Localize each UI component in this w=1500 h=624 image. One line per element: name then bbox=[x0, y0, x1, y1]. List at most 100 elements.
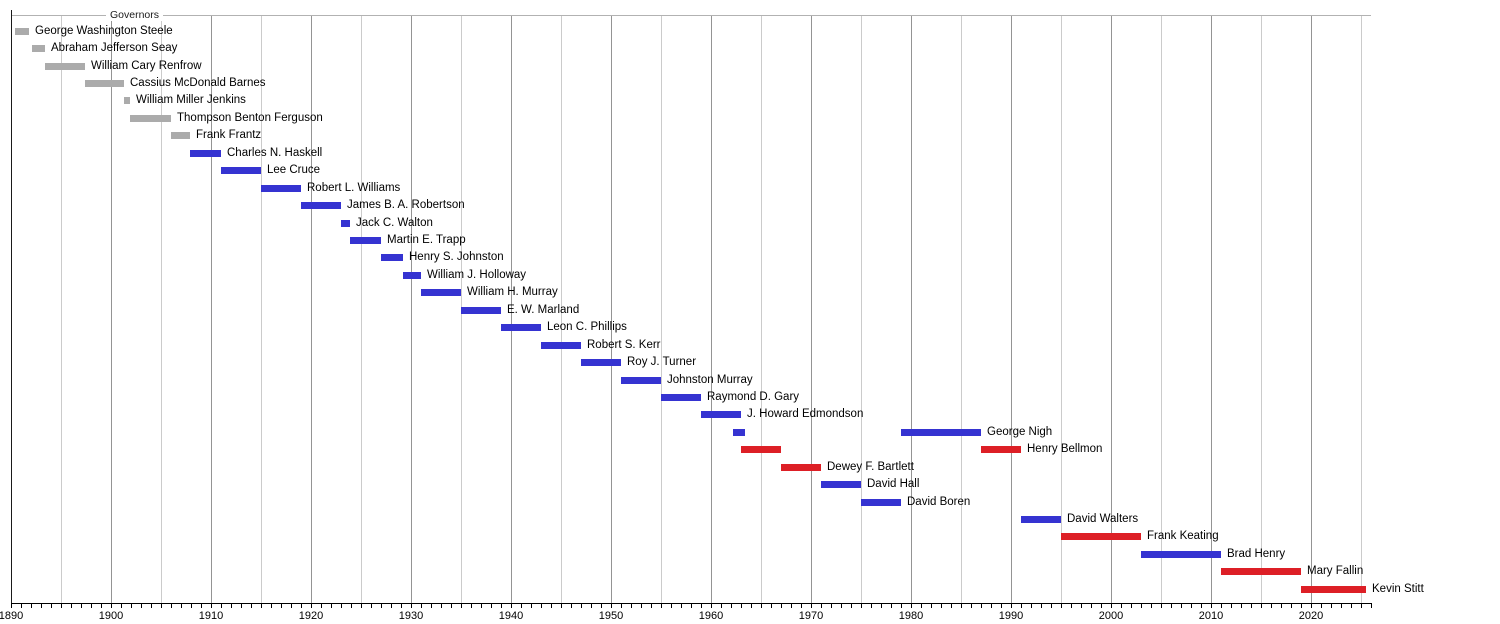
x-axis-tick bbox=[601, 604, 602, 608]
gridline bbox=[1211, 15, 1212, 603]
x-axis-tick bbox=[521, 604, 522, 608]
x-axis-tick bbox=[311, 604, 312, 608]
x-axis-tick bbox=[921, 604, 922, 608]
governor-name-label: James B. A. Robertson bbox=[347, 199, 465, 212]
x-axis-tick bbox=[251, 604, 252, 608]
x-axis-tick bbox=[551, 604, 552, 608]
governor-name-label: Brad Henry bbox=[1227, 547, 1286, 560]
x-axis-tick bbox=[631, 604, 632, 608]
x-axis-tick bbox=[91, 604, 92, 608]
x-axis-tick bbox=[731, 604, 732, 608]
x-axis-tick bbox=[1081, 604, 1082, 608]
governor-name-label: Robert L. Williams bbox=[307, 181, 401, 194]
gridline bbox=[761, 15, 762, 603]
governor-name-label: Robert S. Kerr bbox=[587, 338, 661, 351]
x-axis-tick bbox=[1131, 604, 1132, 608]
x-axis-tick bbox=[381, 604, 382, 608]
x-axis-tick bbox=[1101, 604, 1102, 608]
x-axis-tick bbox=[1071, 604, 1072, 608]
x-axis-tick bbox=[901, 604, 902, 608]
x-axis-tick bbox=[1221, 604, 1222, 608]
x-axis-tick bbox=[651, 604, 652, 608]
gridline bbox=[1311, 15, 1312, 603]
term-bar bbox=[190, 149, 221, 157]
x-axis-tick bbox=[1171, 604, 1172, 608]
x-axis-tick bbox=[1341, 604, 1342, 608]
term-bar bbox=[32, 45, 45, 53]
x-axis-tick bbox=[1241, 604, 1242, 608]
x-axis-tick bbox=[151, 604, 152, 608]
term-bar bbox=[701, 411, 741, 419]
x-axis-line bbox=[11, 603, 1372, 604]
x-axis-tick bbox=[961, 604, 962, 608]
governor-name-label: Cassius McDonald Barnes bbox=[130, 77, 266, 90]
x-axis-tick bbox=[1061, 604, 1062, 608]
governor-name-label: Martin E. Trapp bbox=[387, 233, 466, 246]
governor-name-label: Leon C. Phillips bbox=[547, 321, 627, 334]
x-axis-tick-label: 1900 bbox=[98, 610, 124, 622]
term-bar bbox=[45, 62, 85, 70]
x-axis-tick-label: 2010 bbox=[1198, 610, 1224, 622]
x-axis-tick bbox=[21, 604, 22, 608]
x-axis-tick bbox=[941, 604, 942, 608]
x-axis-tick bbox=[1091, 604, 1092, 608]
term-bar bbox=[501, 324, 541, 332]
x-axis-tick bbox=[331, 604, 332, 608]
gridline bbox=[261, 15, 262, 603]
x-axis-tick bbox=[851, 604, 852, 608]
x-axis-tick bbox=[121, 604, 122, 608]
gridline bbox=[961, 15, 962, 603]
x-axis-tick bbox=[1331, 604, 1332, 608]
x-axis-tick-label: 1990 bbox=[998, 610, 1024, 622]
governor-name-label: George Washington Steele bbox=[35, 24, 173, 37]
x-axis-tick bbox=[711, 604, 712, 608]
gridline bbox=[711, 15, 712, 603]
term-bar bbox=[781, 463, 821, 471]
x-axis-tick bbox=[291, 604, 292, 608]
governor-name-label: Raymond D. Gary bbox=[707, 390, 800, 403]
gridline bbox=[1061, 15, 1062, 603]
x-axis-tick bbox=[421, 604, 422, 608]
x-axis-tick bbox=[1271, 604, 1272, 608]
gridline bbox=[161, 15, 162, 603]
x-axis-tick bbox=[231, 604, 232, 608]
x-axis-tick bbox=[591, 604, 592, 608]
x-axis-tick bbox=[681, 604, 682, 608]
x-axis-tick bbox=[491, 604, 492, 608]
governor-name-label: Lee Cruce bbox=[267, 164, 321, 177]
term-bar bbox=[261, 184, 301, 192]
x-axis-tick bbox=[131, 604, 132, 608]
term-bar bbox=[581, 359, 621, 367]
term-bar bbox=[350, 236, 381, 244]
x-axis-tick bbox=[761, 604, 762, 608]
term-bar bbox=[171, 132, 190, 140]
governor-name-label: E. W. Marland bbox=[507, 303, 580, 316]
x-axis-tick bbox=[321, 604, 322, 608]
term-bar bbox=[85, 80, 124, 88]
term-bar bbox=[901, 428, 981, 436]
gridline bbox=[561, 15, 562, 603]
governor-name-label: J. Howard Edmondson bbox=[747, 408, 864, 421]
x-axis-tick bbox=[1281, 604, 1282, 608]
x-axis-tick bbox=[451, 604, 452, 608]
term-bar bbox=[221, 167, 261, 175]
x-axis-tick bbox=[671, 604, 672, 608]
x-axis-tick bbox=[1301, 604, 1302, 608]
x-axis-tick bbox=[621, 604, 622, 608]
term-bar bbox=[124, 97, 130, 105]
x-axis-tick bbox=[571, 604, 572, 608]
left-spine bbox=[11, 10, 12, 603]
x-axis-tick-label: 2020 bbox=[1298, 610, 1324, 622]
x-axis-tick bbox=[531, 604, 532, 608]
governor-name-label: Henry S. Johnston bbox=[409, 251, 504, 264]
x-axis-tick bbox=[301, 604, 302, 608]
x-axis-tick bbox=[1041, 604, 1042, 608]
x-axis-tick bbox=[891, 604, 892, 608]
x-axis-tick bbox=[1211, 604, 1212, 608]
x-axis-tick bbox=[171, 604, 172, 608]
x-axis-tick bbox=[721, 604, 722, 608]
gridline bbox=[311, 15, 312, 603]
gridline bbox=[1361, 15, 1362, 603]
x-axis-tick-label: 1890 bbox=[0, 610, 24, 622]
x-axis-tick bbox=[181, 604, 182, 608]
